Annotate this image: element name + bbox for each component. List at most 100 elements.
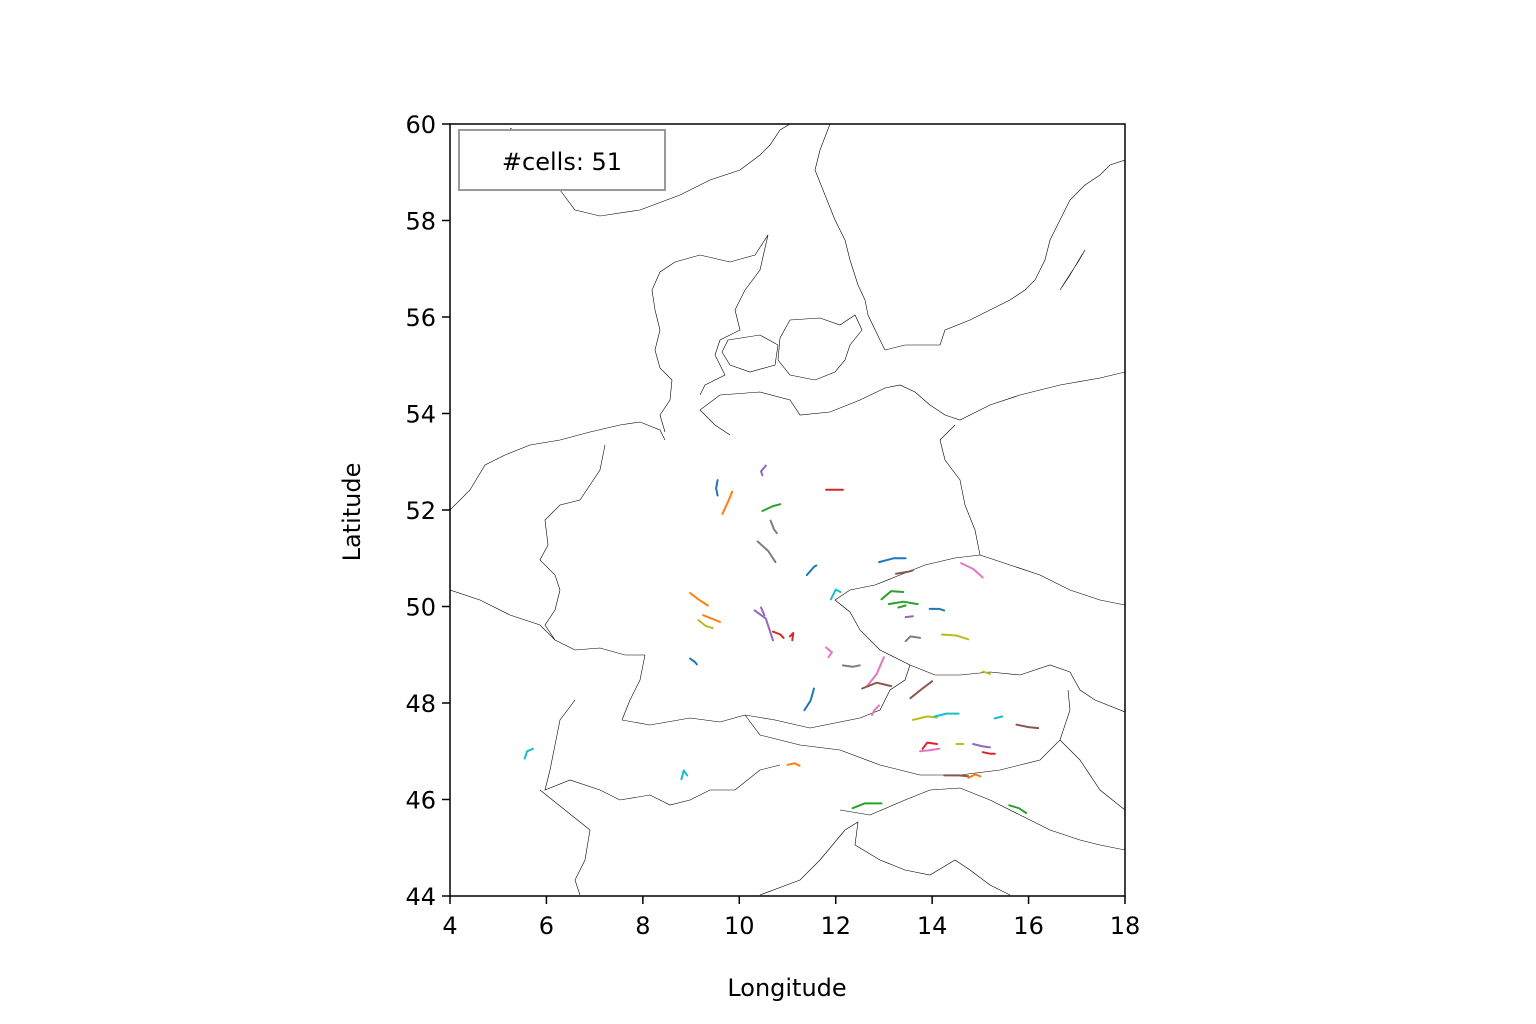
cell-track bbox=[1015, 723, 1040, 730]
border-germany-poland bbox=[939, 424, 981, 556]
cell-track bbox=[921, 741, 938, 750]
x-tick-label: 8 bbox=[635, 912, 650, 940]
cell-track bbox=[897, 604, 907, 609]
cell-track bbox=[861, 681, 893, 690]
cell-track bbox=[940, 633, 970, 641]
y-tick-label: 50 bbox=[405, 594, 436, 622]
cell-track bbox=[769, 519, 778, 535]
cell-track bbox=[761, 503, 782, 512]
cell-track bbox=[993, 715, 1004, 720]
cells-count-text: #cells: 51 bbox=[502, 148, 622, 176]
cell-track bbox=[967, 773, 982, 779]
cell-track bbox=[928, 607, 946, 612]
cell-track bbox=[972, 743, 991, 749]
border-italy-france bbox=[539, 789, 591, 896]
cell-track bbox=[756, 540, 777, 564]
y-axis-ticks: 44 46 48 50 52 54 56 58 60 bbox=[405, 111, 450, 911]
y-tick-label: 56 bbox=[405, 304, 436, 332]
cell-track bbox=[715, 479, 719, 497]
coastline-adriatic bbox=[759, 821, 1011, 896]
x-tick-label: 4 bbox=[442, 912, 457, 940]
cell-track bbox=[689, 657, 698, 666]
x-tick-label: 12 bbox=[820, 912, 851, 940]
border-hungary bbox=[1059, 739, 1125, 811]
cell-track bbox=[803, 687, 815, 712]
cell-track bbox=[904, 635, 922, 643]
cell-track bbox=[909, 680, 934, 700]
cell-track bbox=[870, 704, 881, 717]
border-austria-south bbox=[744, 689, 1071, 776]
coastline-sweden-east bbox=[884, 159, 1125, 351]
y-tick-label: 48 bbox=[405, 690, 436, 718]
cells-count-box-frame bbox=[458, 129, 666, 191]
x-tick-label: 10 bbox=[724, 912, 755, 940]
cell-track bbox=[786, 762, 801, 767]
cell-track bbox=[943, 774, 970, 778]
cell-track bbox=[919, 747, 941, 753]
y-tick-label: 60 bbox=[405, 111, 436, 139]
cell-track bbox=[866, 656, 885, 688]
cell-track bbox=[1008, 804, 1028, 814]
x-tick-label: 6 bbox=[539, 912, 554, 940]
cell-track bbox=[851, 802, 883, 810]
cell-track bbox=[760, 606, 766, 617]
y-axis-label: Latitude bbox=[338, 463, 366, 562]
cell-track bbox=[895, 569, 914, 575]
border-germany-czech bbox=[834, 554, 981, 666]
coastline-jutland bbox=[651, 234, 769, 433]
border-czech-austria bbox=[909, 664, 1071, 676]
border-switzerland bbox=[544, 699, 781, 806]
cell-track bbox=[805, 564, 818, 577]
x-tick-label: 16 bbox=[1013, 912, 1044, 940]
cell-track bbox=[523, 747, 534, 760]
x-tick-label: 14 bbox=[917, 912, 948, 940]
cell-track bbox=[753, 609, 774, 642]
coastline-north-sea bbox=[450, 421, 666, 511]
cell-track bbox=[829, 588, 842, 601]
cell-track bbox=[878, 557, 907, 564]
x-tick-label: 18 bbox=[1110, 912, 1141, 940]
cell-track bbox=[911, 715, 938, 721]
cell-track bbox=[904, 615, 914, 619]
island-funen bbox=[721, 334, 779, 373]
coastline-sweden-west bbox=[814, 124, 886, 351]
cell-track bbox=[825, 646, 833, 659]
y-tick-label: 44 bbox=[405, 883, 436, 911]
cells-count-box: #cells: 51 bbox=[458, 129, 666, 191]
cell-track bbox=[689, 592, 709, 607]
x-axis-ticks: 4 6 8 10 12 14 16 18 bbox=[442, 896, 1140, 940]
border-italy-slovenia bbox=[839, 787, 1125, 851]
x-axis-label: Longitude bbox=[727, 974, 846, 1002]
border-austria-east bbox=[1069, 671, 1125, 713]
border-germany-austria bbox=[744, 664, 911, 729]
tracks-layer bbox=[523, 464, 1040, 814]
border-germany-switzerland bbox=[621, 714, 746, 726]
cell-track bbox=[721, 490, 734, 515]
cell-track bbox=[841, 664, 861, 668]
cell-track bbox=[981, 670, 991, 675]
border-czech-east bbox=[979, 554, 1125, 606]
cell-track bbox=[772, 630, 785, 639]
cell-track bbox=[697, 619, 714, 630]
cell-track bbox=[702, 614, 721, 623]
coastline-jutland-east bbox=[699, 234, 769, 396]
border-germany-belgium-lux bbox=[544, 589, 645, 656]
border-germany-netherlands bbox=[539, 444, 606, 591]
island-gotland bbox=[1059, 249, 1086, 291]
cell-track bbox=[680, 769, 689, 781]
island-zealand bbox=[777, 314, 863, 381]
cell-track bbox=[960, 562, 984, 579]
y-tick-label: 46 bbox=[405, 787, 436, 815]
cell-track bbox=[788, 632, 795, 642]
y-tick-label: 58 bbox=[405, 208, 436, 236]
cell-track bbox=[933, 712, 960, 718]
basemap bbox=[450, 124, 1125, 896]
border-france-west bbox=[450, 589, 556, 641]
y-tick-label: 54 bbox=[405, 401, 436, 429]
cell-track bbox=[887, 600, 919, 606]
border-germany-france bbox=[621, 654, 646, 721]
y-tick-label: 52 bbox=[405, 497, 436, 525]
cell-track bbox=[880, 590, 905, 601]
